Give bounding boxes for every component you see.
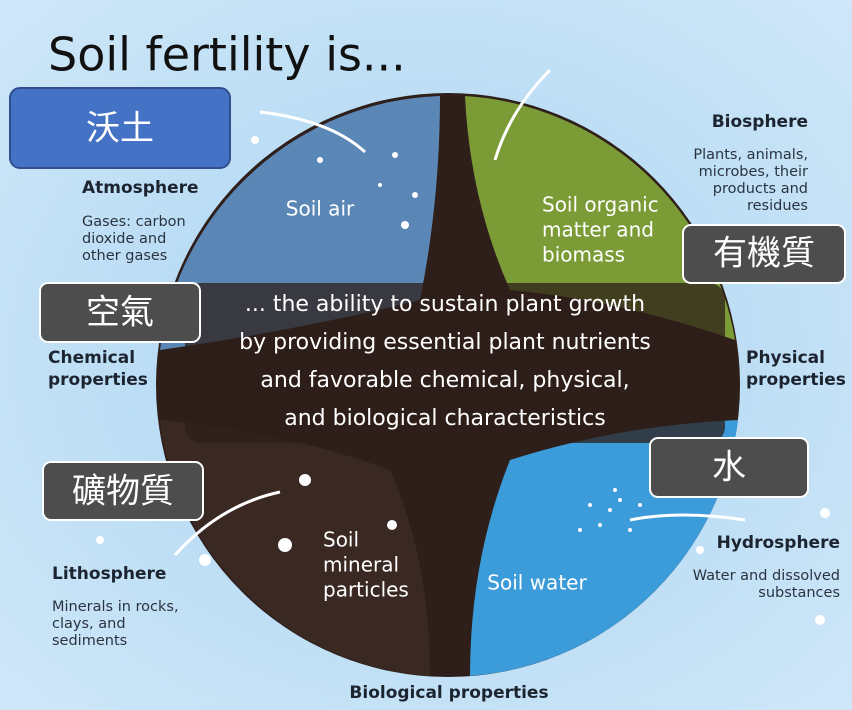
physical-line: Physical xyxy=(746,348,825,368)
biosphere-heading: Biosphere xyxy=(712,112,808,132)
hydrosphere-line: substances xyxy=(758,585,840,601)
label-box xyxy=(682,224,846,284)
label-air: 空氣 xyxy=(86,293,154,333)
center-line: and biological characteristics xyxy=(284,406,605,431)
label-box xyxy=(39,282,201,343)
center-line: ... the ability to sustain plant growth xyxy=(245,292,645,317)
label-water: 水 xyxy=(712,448,746,488)
soil-air: Soil air xyxy=(286,197,355,221)
biological: Biological properties xyxy=(349,683,548,703)
hydrosphere-line: Water and dissolved xyxy=(693,568,840,584)
lithosphere-line: sediments xyxy=(52,633,127,649)
soil-water: Soil water xyxy=(487,571,587,595)
mineral-quadrant xyxy=(160,420,430,676)
label-box xyxy=(649,437,809,498)
lithosphere-line: Minerals in rocks, xyxy=(52,599,179,615)
organic-line: Soil organic xyxy=(542,193,659,217)
mineral-line: mineral xyxy=(323,553,399,577)
atmosphere-line: Gases: carbon xyxy=(82,214,186,230)
label-box xyxy=(9,87,231,169)
label-minerals: 礦物質 xyxy=(72,472,174,512)
label-box xyxy=(42,461,204,521)
mineral-line: Soil xyxy=(323,528,359,552)
atmosphere-line: dioxide and xyxy=(82,231,166,247)
lithosphere-heading: Lithosphere xyxy=(52,564,166,584)
chemical-line: properties xyxy=(48,370,148,390)
atmosphere-line: other gases xyxy=(82,248,167,264)
hydrosphere-heading: Hydrosphere xyxy=(717,533,840,553)
organic-line: matter and xyxy=(542,218,654,242)
organic-line: biomass xyxy=(542,243,625,267)
biosphere-line: products and xyxy=(713,181,808,197)
chemical-line: Chemical xyxy=(48,348,135,368)
center-line: by providing essential plant nutrients xyxy=(239,330,651,355)
organic-quadrant xyxy=(465,96,735,340)
physical-line: properties xyxy=(746,370,846,390)
arrows xyxy=(173,68,746,557)
biosphere-line: microbes, their xyxy=(699,164,808,180)
title: Soil fertility is... xyxy=(48,28,406,82)
lithosphere-line: clays, and xyxy=(52,616,126,632)
mineral-line: particles xyxy=(323,578,409,602)
label-organic: 有機質 xyxy=(713,234,815,274)
center-band xyxy=(185,283,725,443)
biosphere-line: residues xyxy=(747,198,808,214)
dots xyxy=(96,136,830,625)
center-line: and favorable chemical, physical, xyxy=(260,368,629,393)
label-fertile-soil: 沃土 xyxy=(86,109,154,149)
atmosphere-heading: Atmosphere xyxy=(82,178,199,198)
biosphere-line: Plants, animals, xyxy=(693,147,808,163)
